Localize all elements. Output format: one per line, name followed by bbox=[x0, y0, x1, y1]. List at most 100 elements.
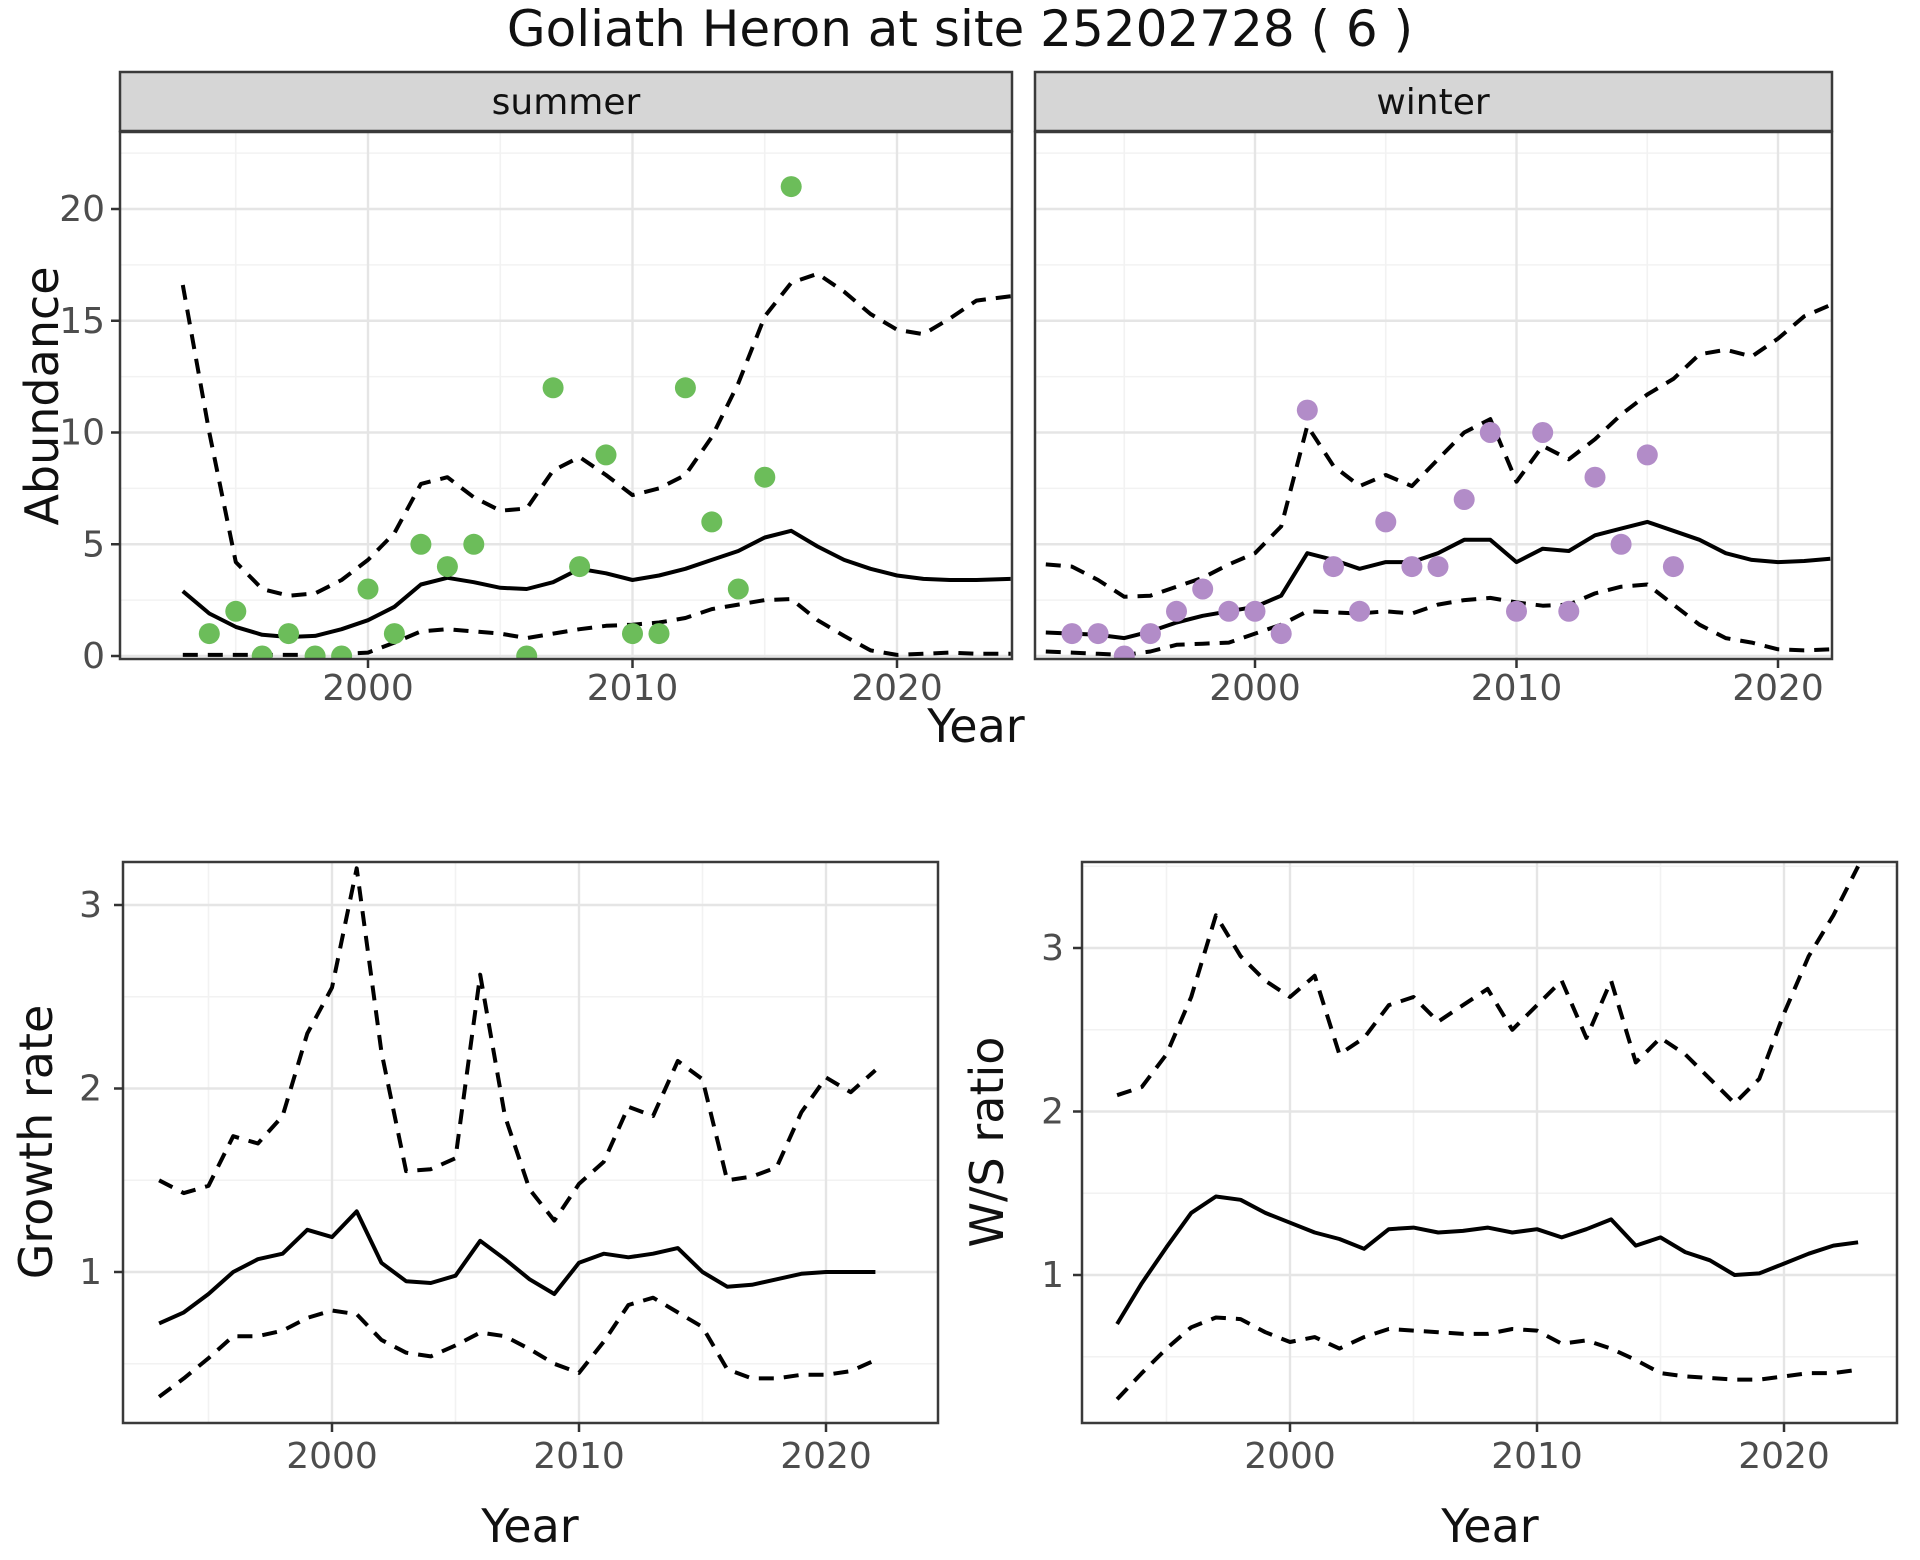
y-tick-label: 3 bbox=[1041, 928, 1064, 969]
facet-strip-winter: winter bbox=[1033, 70, 1834, 133]
winter-data-point bbox=[1558, 600, 1580, 622]
ws-lower_ci-line bbox=[1115, 1315, 1859, 1401]
winter-abundance-panel: 2000 2010 2020 bbox=[1033, 130, 1834, 709]
growth-gridlines bbox=[123, 862, 938, 1423]
summer-points bbox=[198, 176, 802, 659]
x-tick-label: 2010 bbox=[1491, 1436, 1583, 1477]
growth-rate-panel: 2000 2010 2020 1 2 3 bbox=[79, 860, 940, 1477]
winter-data-point bbox=[1479, 422, 1501, 443]
growth-upper_ci-line bbox=[158, 866, 877, 1223]
y-tick-label: 20 bbox=[59, 189, 105, 230]
ws-upper_ci-line bbox=[1116, 865, 1860, 1106]
x-tick-label: 2000 bbox=[1244, 1436, 1336, 1477]
summer-abundance-panel: 2000 2010 2020 0 5 10 15 20 bbox=[59, 130, 1014, 709]
facet-strip-summer: summer bbox=[118, 70, 1014, 133]
summer-data-point bbox=[622, 623, 643, 645]
summer-data-point bbox=[278, 623, 300, 645]
summer-data-point bbox=[383, 623, 405, 645]
x-tick-label: 2020 bbox=[1738, 1436, 1830, 1477]
facet-strip-summer-bg bbox=[118, 70, 1014, 133]
x-tick-label: 2020 bbox=[1732, 668, 1824, 709]
winter-data-point bbox=[1166, 600, 1187, 622]
growth-year-axis-title: Year bbox=[480, 1499, 578, 1553]
winter-data-point bbox=[1244, 600, 1266, 622]
summer-data-point bbox=[198, 623, 220, 645]
y-tick-label: 15 bbox=[59, 301, 105, 342]
summer-data-point bbox=[595, 444, 617, 466]
summer-data-point bbox=[542, 377, 564, 399]
winter-data-point bbox=[1139, 623, 1161, 645]
winter-data-point bbox=[1218, 600, 1240, 622]
summer-panel-border bbox=[118, 130, 1014, 661]
summer-data-point bbox=[357, 578, 379, 600]
winter-data-point bbox=[1610, 533, 1632, 555]
abundance-axis-title: Abundance bbox=[15, 266, 69, 525]
growth-panel-border bbox=[121, 860, 940, 1425]
x-tick-label: 2010 bbox=[587, 668, 679, 709]
y-tick-label: 3 bbox=[79, 885, 102, 926]
winter-data-point bbox=[1192, 578, 1214, 600]
summer-data-point bbox=[569, 556, 591, 578]
ws-lines bbox=[1115, 865, 1860, 1401]
summer-data-point bbox=[727, 578, 749, 600]
winter-panel-border bbox=[1033, 130, 1834, 661]
winter-data-point bbox=[1323, 556, 1344, 578]
summer-data-point bbox=[780, 176, 802, 198]
facet-strip-winter-bg bbox=[1033, 70, 1834, 133]
winter-gridlines bbox=[1035, 132, 1832, 659]
ws-panel-border bbox=[1080, 860, 1899, 1425]
winter-data-point bbox=[1061, 623, 1083, 645]
summer-data-point bbox=[331, 645, 353, 659]
y-tick-label: 5 bbox=[82, 524, 105, 565]
ws-ratio-panel: 2000 2010 2020 1 2 3 bbox=[1041, 860, 1899, 1477]
summer-data-point bbox=[754, 466, 776, 488]
winter-data-point bbox=[1087, 623, 1109, 645]
x-tick-label: 2020 bbox=[851, 668, 943, 709]
winter-data-point bbox=[1401, 556, 1423, 578]
x-tick-label: 2010 bbox=[1471, 668, 1563, 709]
winter-points bbox=[1061, 399, 1684, 659]
ws-trend-line bbox=[1115, 1194, 1859, 1326]
summer-data-point bbox=[410, 533, 432, 555]
winter-data-point bbox=[1113, 645, 1135, 659]
y-tick-label: 10 bbox=[59, 413, 105, 454]
summer-data-point bbox=[304, 645, 326, 659]
winter-data-point bbox=[1349, 600, 1371, 622]
summer-trend-line bbox=[181, 528, 1011, 639]
winter-data-point bbox=[1636, 444, 1658, 466]
winter-trend-line bbox=[1045, 519, 1831, 641]
y-tick-label: 2 bbox=[79, 1069, 102, 1110]
x-tick-label: 2000 bbox=[322, 668, 414, 709]
x-tick-label: 2000 bbox=[1209, 668, 1301, 709]
winter-data-point bbox=[1270, 623, 1292, 645]
growth-lower_ci-line bbox=[157, 1295, 877, 1399]
winter-data-point bbox=[1532, 422, 1554, 443]
summer-data-point bbox=[251, 645, 273, 659]
x-tick-label: 2010 bbox=[533, 1436, 625, 1477]
growth-trend-line bbox=[158, 1209, 876, 1326]
summer-data-point bbox=[648, 623, 670, 645]
summer-upper_ci-line bbox=[180, 271, 1011, 598]
winter-lower_ci-line bbox=[1045, 582, 1831, 657]
facet-label-summer: summer bbox=[492, 82, 641, 123]
y-tick-label: 0 bbox=[82, 636, 105, 677]
growth-lines bbox=[157, 866, 877, 1399]
winter-data-point bbox=[1296, 399, 1318, 421]
winter-lines bbox=[1045, 303, 1832, 657]
summer-data-point bbox=[516, 645, 538, 659]
ws-year-axis-title: Year bbox=[1440, 1499, 1538, 1553]
winter-data-point bbox=[1584, 466, 1606, 488]
summer-data-point bbox=[463, 533, 485, 555]
summer-data-point bbox=[674, 377, 696, 399]
chart-title: Goliath Heron at site 25202728 ( 6 ) bbox=[507, 0, 1413, 58]
winter-data-point bbox=[1662, 556, 1684, 578]
summer-panel-background bbox=[120, 132, 1012, 659]
summer-data-point bbox=[225, 600, 247, 622]
winter-data-point bbox=[1427, 556, 1449, 578]
facet-label-winter: winter bbox=[1376, 82, 1490, 123]
top-year-axis-title: Year bbox=[926, 699, 1024, 753]
x-tick-label: 2020 bbox=[780, 1436, 872, 1477]
ws-ratio-axis-title: W/S ratio bbox=[960, 1037, 1014, 1248]
